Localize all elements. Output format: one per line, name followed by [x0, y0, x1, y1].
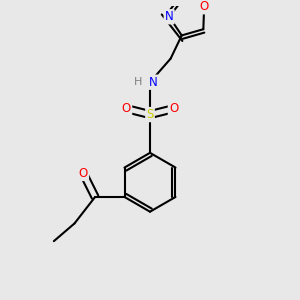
Text: O: O [169, 102, 178, 115]
Text: O: O [122, 102, 131, 115]
Text: O: O [79, 167, 88, 180]
Text: N: N [148, 76, 157, 89]
Text: H: H [134, 77, 142, 87]
Text: N: N [165, 10, 173, 23]
Text: S: S [146, 108, 154, 121]
Text: O: O [200, 0, 209, 13]
